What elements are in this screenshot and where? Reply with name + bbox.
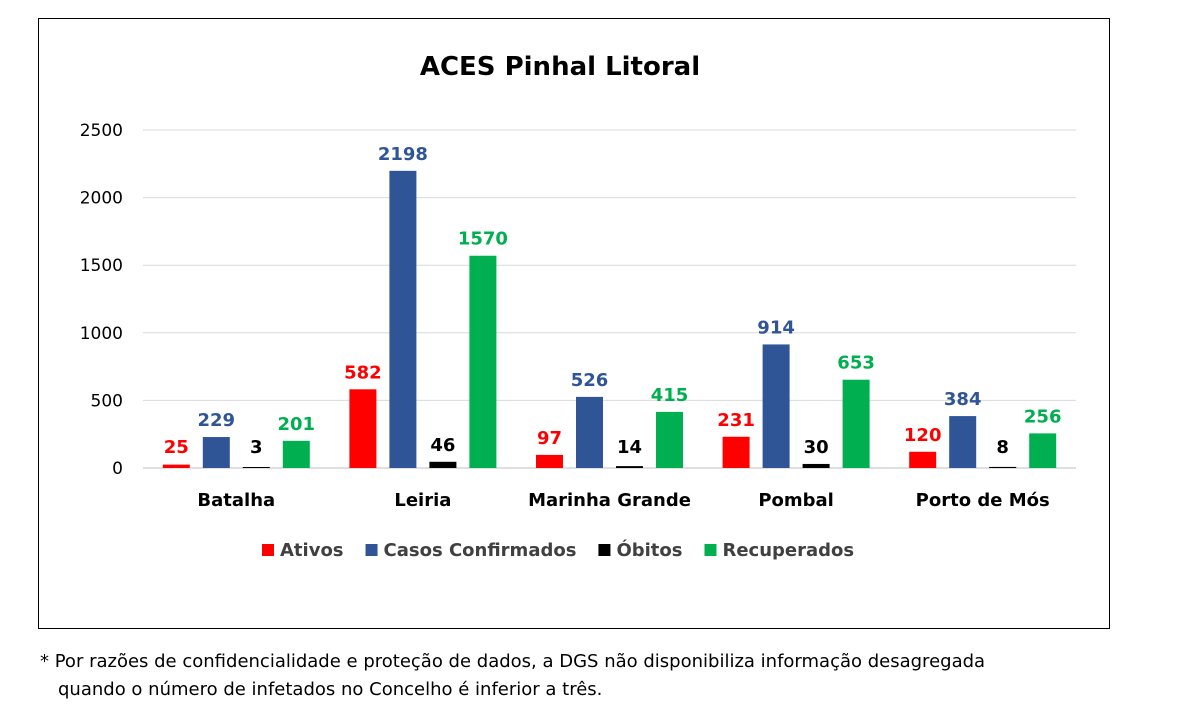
data-label: 384 (944, 389, 982, 410)
data-label: 46 (430, 435, 455, 456)
bar (162, 464, 190, 468)
x-tick-label: Leiria (394, 490, 451, 511)
bar (282, 440, 310, 468)
y-tick-label: 2000 (80, 189, 123, 209)
data-label: 25 (164, 437, 189, 458)
data-label: 653 (837, 353, 875, 374)
bar (722, 436, 750, 468)
bar (349, 389, 377, 468)
bar (242, 467, 270, 468)
bar (1029, 433, 1057, 468)
data-label: 256 (1024, 406, 1062, 427)
footnote-line-2: quando o número de infetados no Concelho… (58, 679, 603, 700)
bar (656, 411, 683, 468)
data-label: 120 (904, 425, 942, 446)
chart-frame (38, 18, 1110, 629)
data-label: 526 (571, 370, 609, 391)
data-label: 3 (250, 437, 263, 458)
data-label: 415 (651, 385, 689, 406)
legend-swatch (262, 544, 274, 556)
y-tick-label: 2500 (80, 121, 123, 141)
bar (469, 255, 497, 468)
data-label: 201 (278, 414, 316, 435)
data-label: 14 (617, 437, 642, 458)
bar (616, 466, 643, 468)
footnote-line-1: * Por razões de confidencialidade e prot… (40, 651, 986, 672)
y-tick-label: 1000 (80, 324, 123, 344)
footnote: * Por razões de confidencialidade e prot… (40, 648, 985, 704)
data-labels: 25 229 3 201 582 2198 46 1570 97 526 14 415 231 914 30… (164, 144, 1062, 458)
bar (802, 463, 830, 468)
bar (536, 454, 563, 468)
x-tick-label: Porto de Mós (916, 490, 1050, 511)
x-tick-label: Batalha (197, 490, 275, 511)
data-label: 582 (344, 362, 382, 383)
x-axis-ticks: Batalha Leiria Marinha Grande Pombal Porto d… (197, 490, 1049, 511)
bar (576, 396, 603, 468)
bar (989, 466, 1017, 468)
legend-swatch (704, 544, 717, 556)
y-axis-ticks: 0 500 1000 1500 2000 2500 (80, 121, 123, 479)
data-label: 229 (198, 410, 236, 431)
bar (202, 437, 230, 468)
data-label: 914 (757, 317, 795, 338)
y-tick-label: 500 (91, 391, 123, 411)
legend-label: Ativos (280, 540, 344, 561)
legend-label: Recuperados (722, 540, 854, 561)
bar (949, 416, 977, 468)
bars (162, 170, 1057, 469)
bar (429, 461, 457, 468)
data-label: 2198 (378, 144, 428, 165)
data-label: 8 (996, 437, 1009, 458)
bar-chart: ACES Pinhal Litoral 0 500 1000 1500 2000 2500… (80, 52, 1076, 561)
bar (389, 170, 417, 469)
y-tick-label: 1500 (80, 256, 123, 276)
legend-label: Óbitos (616, 539, 682, 561)
x-tick-label: Marinha Grande (528, 490, 691, 511)
data-label: 231 (717, 410, 755, 431)
data-label: 1570 (458, 229, 508, 250)
bar (762, 344, 790, 468)
legend: Ativos Casos Confirmados Óbitos Recuperados (262, 539, 854, 561)
data-label: 97 (537, 428, 562, 449)
data-label: 30 (804, 437, 829, 458)
bar (842, 379, 870, 468)
chart-title: ACES Pinhal Litoral (420, 52, 700, 82)
legend-swatch (365, 544, 378, 556)
y-tick-label: 0 (112, 459, 123, 479)
x-tick-label: Pombal (758, 490, 834, 511)
bar (909, 451, 937, 468)
legend-label: Casos Confirmados (384, 540, 577, 561)
legend-swatch (598, 544, 611, 556)
